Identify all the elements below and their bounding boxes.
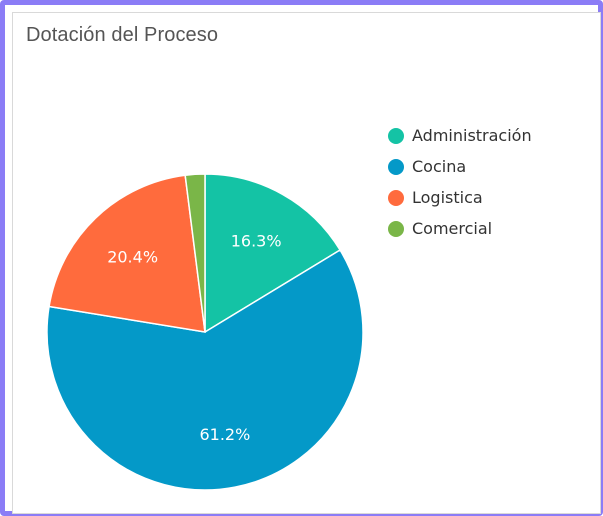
pie-slice-comercial[interactable] — [184, 173, 206, 333]
legend-item-logistica[interactable]: Logistica — [388, 182, 532, 213]
legend-item-cocina[interactable]: Cocina — [388, 151, 532, 182]
pie-slice-cocina[interactable] — [46, 248, 364, 491]
slice-label-cocina: 61.2% — [199, 425, 250, 444]
pie-slice-administración[interactable] — [204, 173, 342, 334]
legend-label: Cocina — [412, 157, 467, 176]
legend-swatch — [388, 158, 404, 175]
chart-legend: Administración Cocina Logistica Comercial — [388, 120, 532, 244]
legend-item-comercial[interactable]: Comercial — [388, 213, 532, 244]
legend-swatch — [388, 189, 404, 206]
legend-label: Comercial — [412, 219, 493, 238]
pie-slice-logistica[interactable] — [48, 174, 206, 333]
legend-swatch — [388, 220, 404, 237]
slice-label-logistica: 20.4% — [107, 247, 158, 266]
chart-title: Dotación del Proceso — [26, 24, 219, 46]
legend-label: Administración — [412, 126, 532, 145]
legend-item-administración[interactable]: Administración — [388, 120, 532, 151]
legend-swatch — [388, 127, 404, 144]
slice-label-administración: 16.3% — [231, 232, 282, 251]
legend-label: Logistica — [412, 188, 483, 207]
